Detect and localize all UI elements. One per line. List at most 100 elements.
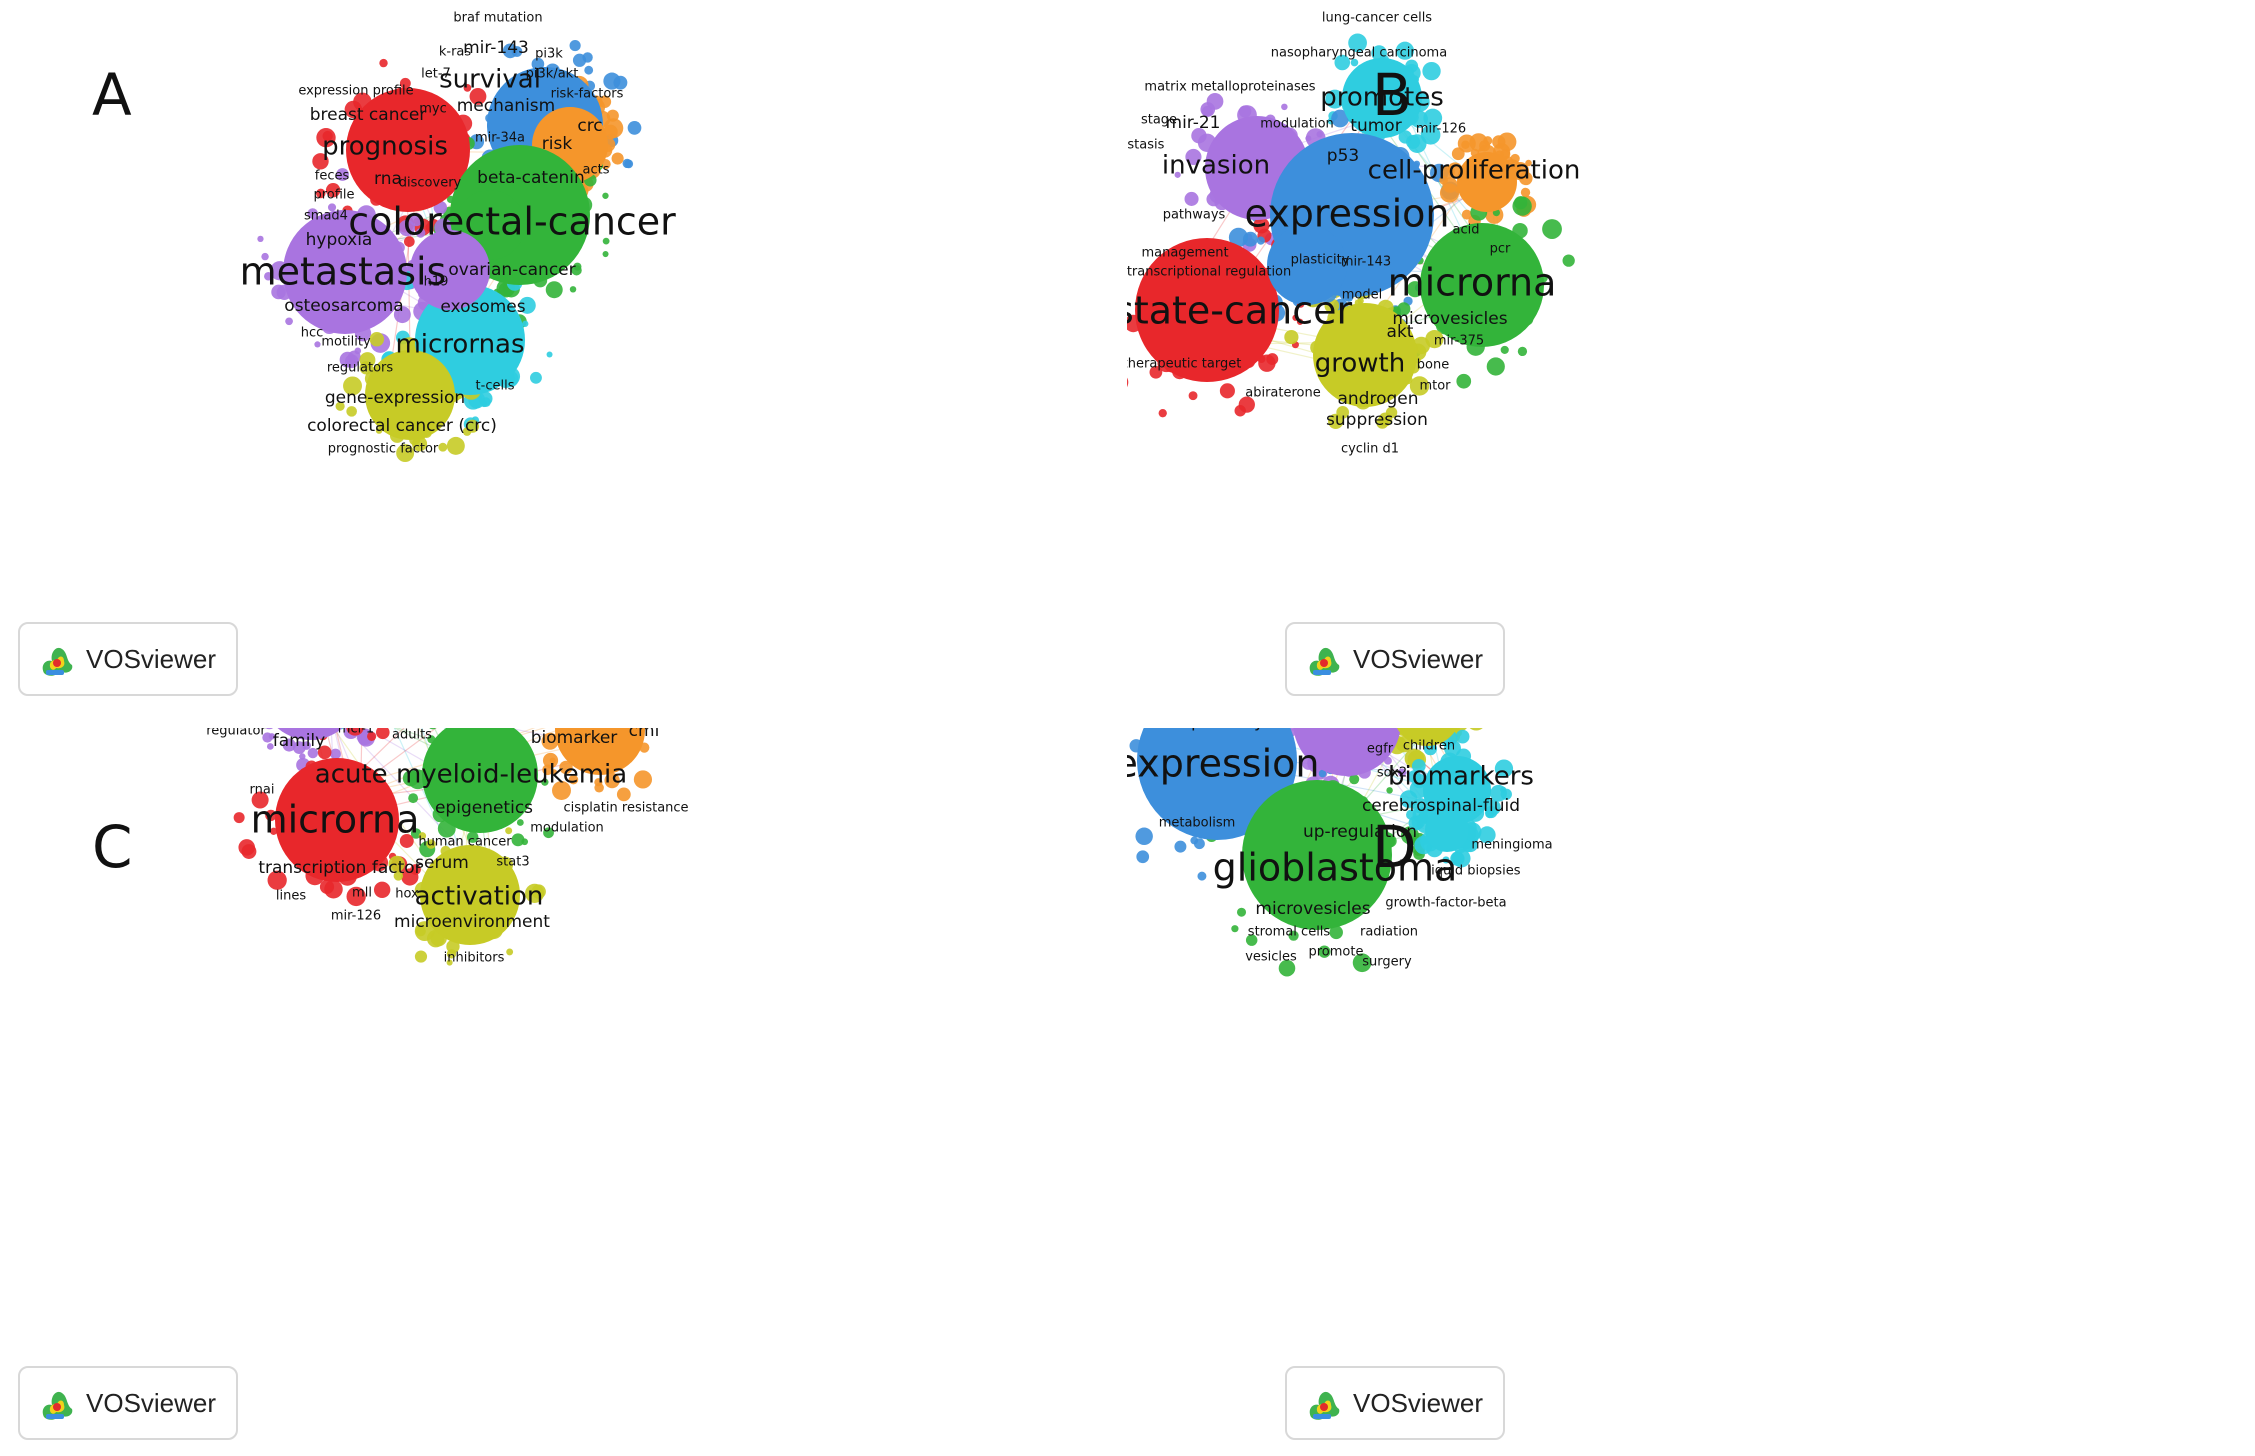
cluster-node-green [422, 728, 538, 833]
terms-c: b-cellassociationreal-time pcrmir-21expr… [206, 728, 688, 966]
term-label: t-cells [476, 379, 515, 394]
term-node [1188, 391, 1198, 401]
term-node [336, 168, 349, 181]
term-node [1415, 815, 1423, 823]
vosviewer-badge-d: VOSviewer [1285, 1366, 1505, 1440]
term-node [1494, 759, 1514, 778]
term-label: stromal cells [1248, 925, 1331, 940]
term-label: management [1141, 246, 1228, 261]
term-node [1184, 191, 1199, 206]
term-node [1386, 787, 1393, 794]
term-label: risk [542, 134, 573, 154]
term-label: crc [577, 116, 602, 136]
term-node [568, 774, 579, 785]
term-node [266, 743, 274, 750]
term-label: akt [1387, 322, 1414, 342]
term-node [1334, 54, 1351, 71]
term-node [399, 834, 414, 848]
term-node [268, 733, 276, 740]
term-label: profile [313, 188, 354, 203]
term-node [1245, 934, 1258, 946]
term-label: acid [1453, 223, 1480, 238]
term-node [388, 855, 405, 873]
term-label: vesicles [1245, 950, 1297, 965]
cluster-node-green [1242, 780, 1392, 930]
term-node [264, 271, 273, 281]
term-node [1278, 959, 1296, 977]
term-node [463, 84, 472, 92]
panel-letter-b: B [1372, 61, 1412, 129]
term-label: pcr [1490, 242, 1511, 257]
term-node [462, 427, 472, 436]
term-label: children [1403, 739, 1455, 754]
term-node [1525, 159, 1532, 167]
term-node [1193, 838, 1205, 850]
term-node [312, 153, 329, 170]
term-node [604, 772, 620, 789]
term-node [265, 809, 277, 822]
term-label: growth [1315, 349, 1405, 379]
panel-d: dicersusceptibilityreperfusionepilepsymi… [1127, 728, 2254, 1456]
cluster-node-cyan [1425, 808, 1469, 852]
term-node [415, 228, 426, 238]
term-node [339, 351, 356, 368]
panel-letter-c: C [92, 813, 133, 881]
term-node [343, 376, 362, 396]
panel-b: lung-cancer cells nasopharyngeal carcinom… [1127, 0, 2254, 728]
term-node [1253, 217, 1270, 234]
term-node [611, 152, 624, 165]
term-label: micrornas [395, 330, 524, 360]
term-label: glioma [1270, 728, 1399, 729]
term-label: transcription factor [258, 858, 421, 878]
term-label: androgen [1337, 389, 1418, 409]
term-node [469, 87, 487, 105]
term-node [1400, 826, 1419, 845]
term-label: mir-143 [463, 38, 529, 58]
term-label: feces [315, 169, 350, 184]
term-node [569, 286, 577, 293]
term-label: pi3k [535, 47, 563, 62]
term-node [1423, 108, 1443, 128]
term-node [1352, 953, 1372, 973]
panel-letter-d: D [1372, 813, 1417, 881]
term-node [466, 831, 479, 843]
term-node [1492, 135, 1506, 149]
term-node [1136, 850, 1150, 864]
term-node [1500, 345, 1509, 354]
term-label: discovery [399, 176, 462, 191]
term-label: h19 [424, 275, 449, 290]
term-node [393, 306, 411, 324]
term-node [1349, 774, 1360, 785]
term-label: cml [629, 728, 660, 741]
term-node [1256, 236, 1265, 245]
term-node [602, 251, 609, 258]
term-node [541, 732, 559, 750]
term-label: regulators [327, 361, 394, 376]
term-node [1376, 416, 1389, 429]
term-label: braf mutation [453, 11, 542, 26]
term-node [241, 844, 257, 859]
term-node [316, 127, 336, 148]
term-node [1236, 907, 1247, 917]
term-label: rnai [250, 783, 275, 798]
term-label: pi3k/akt [526, 67, 579, 82]
term-label: colorectal-cancer [348, 200, 676, 244]
cluster-link [345, 728, 485, 873]
terms-d: dicersusceptibilityreperfusionepilepsymi… [1127, 728, 1553, 970]
term-node [1469, 728, 1483, 731]
cluster-link [1385, 728, 1456, 794]
term-node [373, 881, 391, 899]
term-node [1439, 183, 1460, 203]
term-label: colorectal cancer (crc) [307, 416, 497, 436]
term-label: metastasis [240, 250, 447, 294]
term-node [1490, 784, 1507, 802]
term-label: microrna [251, 798, 420, 842]
term-label: exosomes [440, 297, 525, 317]
term-node [1329, 925, 1343, 940]
term-node [1296, 318, 1304, 325]
term-label: prognosis [322, 132, 448, 162]
cluster-node-yellow [365, 350, 455, 440]
term-label: acts [583, 163, 610, 178]
term-label: mechanism [457, 96, 555, 116]
term-node [1406, 281, 1424, 298]
